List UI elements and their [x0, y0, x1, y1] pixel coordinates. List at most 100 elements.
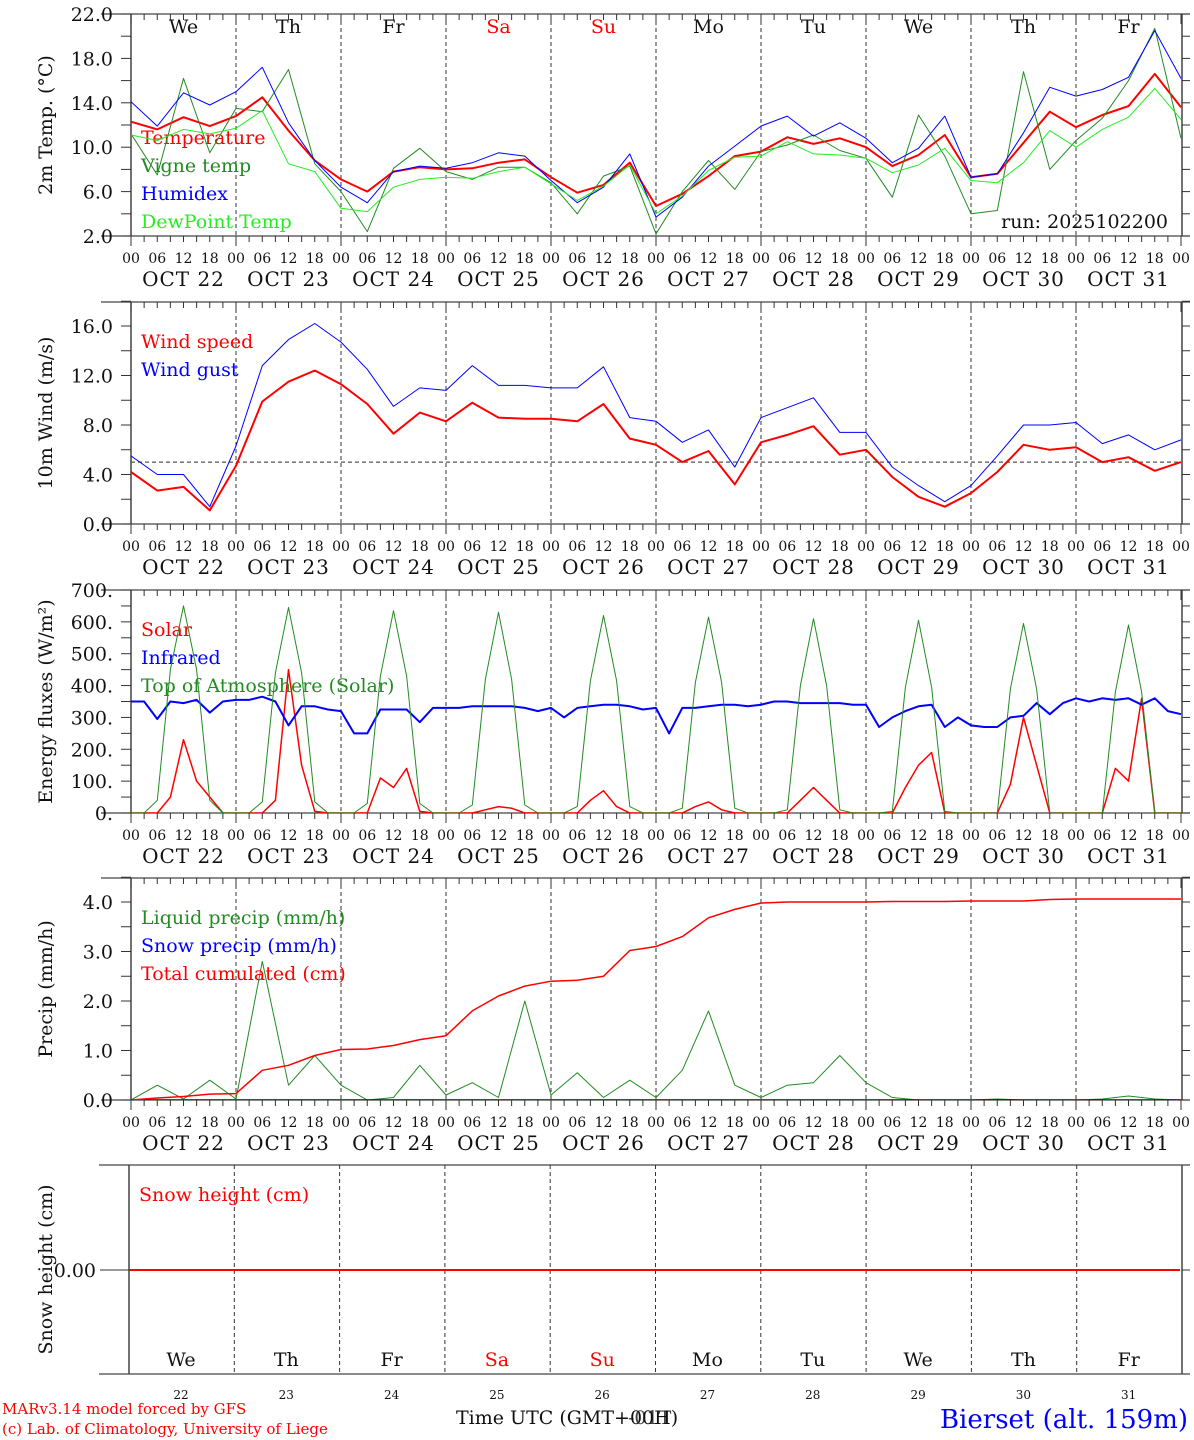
- hour-tick-label: 12: [490, 828, 508, 844]
- date-label: OCT 27: [667, 267, 750, 291]
- legend-entry: Vigne temp: [140, 155, 251, 177]
- y-tick-label: 3.0: [83, 942, 113, 964]
- day-name: Fr: [1117, 16, 1140, 38]
- hour-tick-label: 06: [358, 539, 376, 555]
- hour-tick-label: 18: [411, 828, 429, 844]
- legend-entry: Humidex: [141, 183, 228, 205]
- hour-tick-label: 06: [778, 251, 796, 267]
- y-tick-label: 14.0: [71, 93, 113, 115]
- hour-tick-label: 18: [936, 251, 954, 267]
- hour-tick-label: 06: [253, 539, 271, 555]
- hour-tick-label: 12: [595, 539, 613, 555]
- hour-tick-label: 12: [595, 1115, 613, 1131]
- hour-tick-label: 12: [805, 539, 823, 555]
- hour-tick-label: 18: [306, 251, 324, 267]
- y-tick-label: 2.0: [83, 226, 113, 248]
- hour-tick-label: 18: [726, 251, 744, 267]
- series-line-dewpoint-temp: [131, 87, 1182, 215]
- date-label: OCT 23: [247, 1131, 330, 1155]
- hour-tick-label: 18: [411, 1115, 429, 1131]
- hour-tick-label: 06: [568, 539, 586, 555]
- date-label: OCT 23: [247, 555, 330, 579]
- y-axis-title: Precip (mm/h): [35, 920, 57, 1058]
- date-label: OCT 29: [877, 267, 960, 291]
- model-credit: MARv3.14 model forced by GFS: [2, 1400, 246, 1418]
- y-tick-label: 300.: [71, 707, 113, 729]
- y-tick-label: 4.0: [83, 892, 113, 914]
- hour-tick-label: 12: [490, 1115, 508, 1131]
- hour-tick-label: 18: [1041, 1115, 1059, 1131]
- hour-tick-label: 06: [673, 1115, 691, 1131]
- y-axis-title: 10m Wind (m/s): [35, 337, 57, 490]
- hour-tick-label: 12: [1120, 1115, 1138, 1131]
- y-tick-label: 600.: [71, 612, 113, 634]
- hour-tick-label: 12: [805, 828, 823, 844]
- hour-tick-label: 18: [1041, 828, 1059, 844]
- hour-tick-label: 12: [700, 539, 718, 555]
- date-label: OCT 30: [982, 844, 1065, 868]
- date-label: OCT 27: [667, 555, 750, 579]
- hour-tick-label: 12: [700, 251, 718, 267]
- hour-tick-label: 06: [568, 828, 586, 844]
- hour-tick-label: 12: [700, 828, 718, 844]
- hour-tick-label: 06: [1093, 1115, 1111, 1131]
- hour-tick-label: 18: [831, 539, 849, 555]
- hour-tick-label: 18: [621, 251, 639, 267]
- date-label: OCT 22: [142, 267, 225, 291]
- date-label: OCT 24: [352, 1131, 435, 1155]
- hour-tick-label: 18: [831, 1115, 849, 1131]
- date-label: OCT 26: [562, 844, 645, 868]
- hour-tick-label: 06: [253, 251, 271, 267]
- hour-tick-label: 12: [1015, 251, 1033, 267]
- hour-tick-label: 12: [910, 1115, 928, 1131]
- hour-tick-label: 00: [1172, 828, 1190, 844]
- hour-tick-label: 12: [175, 1115, 193, 1131]
- day-number: 26: [595, 1388, 610, 1402]
- y-tick-label: 1.0: [83, 1041, 113, 1063]
- series-line-vigne-temp: [131, 27, 1182, 235]
- hour-tick-label: 06: [463, 539, 481, 555]
- hour-tick-label: 12: [1120, 251, 1138, 267]
- hour-tick-label: 18: [1146, 251, 1164, 267]
- hour-tick-label: 06: [148, 539, 166, 555]
- date-label: OCT 24: [352, 267, 435, 291]
- hour-tick-label: 12: [280, 539, 298, 555]
- lab-credit: (c) Lab. of Climatology, University of L…: [2, 1420, 328, 1438]
- day-name: Su: [591, 16, 616, 38]
- hour-tick-label: 00: [332, 1115, 350, 1131]
- hour-tick-label: 00: [1067, 539, 1085, 555]
- hour-tick-label: 06: [673, 251, 691, 267]
- day-name: Tu: [800, 1349, 825, 1371]
- date-label: OCT 22: [142, 844, 225, 868]
- hour-tick-label: 18: [306, 539, 324, 555]
- hour-tick-label: 00: [542, 828, 560, 844]
- y-tick-label: 12.0: [71, 366, 113, 388]
- hour-tick-label: 12: [280, 251, 298, 267]
- y-tick-label: 400.: [71, 676, 113, 698]
- hour-tick-label: 00: [647, 1115, 665, 1131]
- day-name: Sa: [485, 1349, 509, 1371]
- hour-tick-label: 12: [385, 828, 403, 844]
- date-label: OCT 28: [772, 267, 855, 291]
- hour-tick-label: 00: [752, 251, 770, 267]
- date-label: OCT 26: [562, 555, 645, 579]
- hour-tick-label: 06: [463, 251, 481, 267]
- hour-tick-label: 00: [542, 251, 560, 267]
- series-line-infrared: [131, 695, 1182, 735]
- hour-tick-label: 12: [175, 828, 193, 844]
- hour-tick-label: 18: [411, 251, 429, 267]
- legend-entry: Wind speed: [141, 331, 253, 353]
- legend-entry: Infrared: [141, 647, 221, 669]
- hour-tick-label: 00: [857, 1115, 875, 1131]
- footer: MARv3.14 model forced by GFS (c) Lab. of …: [2, 1400, 1188, 1438]
- hour-tick-label: 18: [726, 828, 744, 844]
- hour-tick-label: 00: [122, 828, 140, 844]
- day-number: 29: [910, 1388, 925, 1402]
- hour-tick-label: 00: [857, 828, 875, 844]
- day-name: We: [904, 16, 933, 38]
- hour-tick-label: 06: [253, 828, 271, 844]
